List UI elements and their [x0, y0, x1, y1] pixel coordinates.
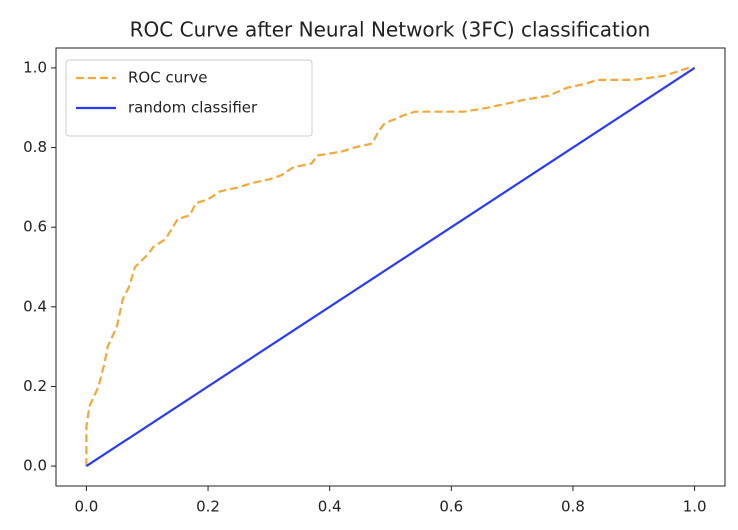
- legend-label: random classifier: [128, 99, 258, 117]
- y-tick-label: 0.4: [23, 297, 47, 315]
- y-tick-label: 1.0: [23, 58, 47, 76]
- legend-label: ROC curve: [128, 69, 208, 87]
- x-tick-label: 1.0: [683, 498, 707, 516]
- y-tick-label: 0.2: [23, 377, 47, 395]
- line: [85, 66, 696, 468]
- x-tick-label: 0.4: [318, 498, 342, 516]
- legend-box: [65, 59, 313, 137]
- x-tick-label: 0.8: [561, 498, 585, 516]
- y-tick-label: 0.6: [23, 218, 47, 236]
- plot-frame: [55, 47, 726, 487]
- chart-title: ROC Curve after Neural Network (3FC) cla…: [130, 18, 651, 42]
- x-tick-label: 0.0: [74, 498, 98, 516]
- x-tick-label: 0.6: [439, 498, 463, 516]
- line: [85, 66, 695, 467]
- y-tick-label: 0.8: [23, 138, 47, 156]
- x-tick-label: 0.2: [196, 498, 220, 516]
- y-tick-label: 0.0: [23, 457, 47, 475]
